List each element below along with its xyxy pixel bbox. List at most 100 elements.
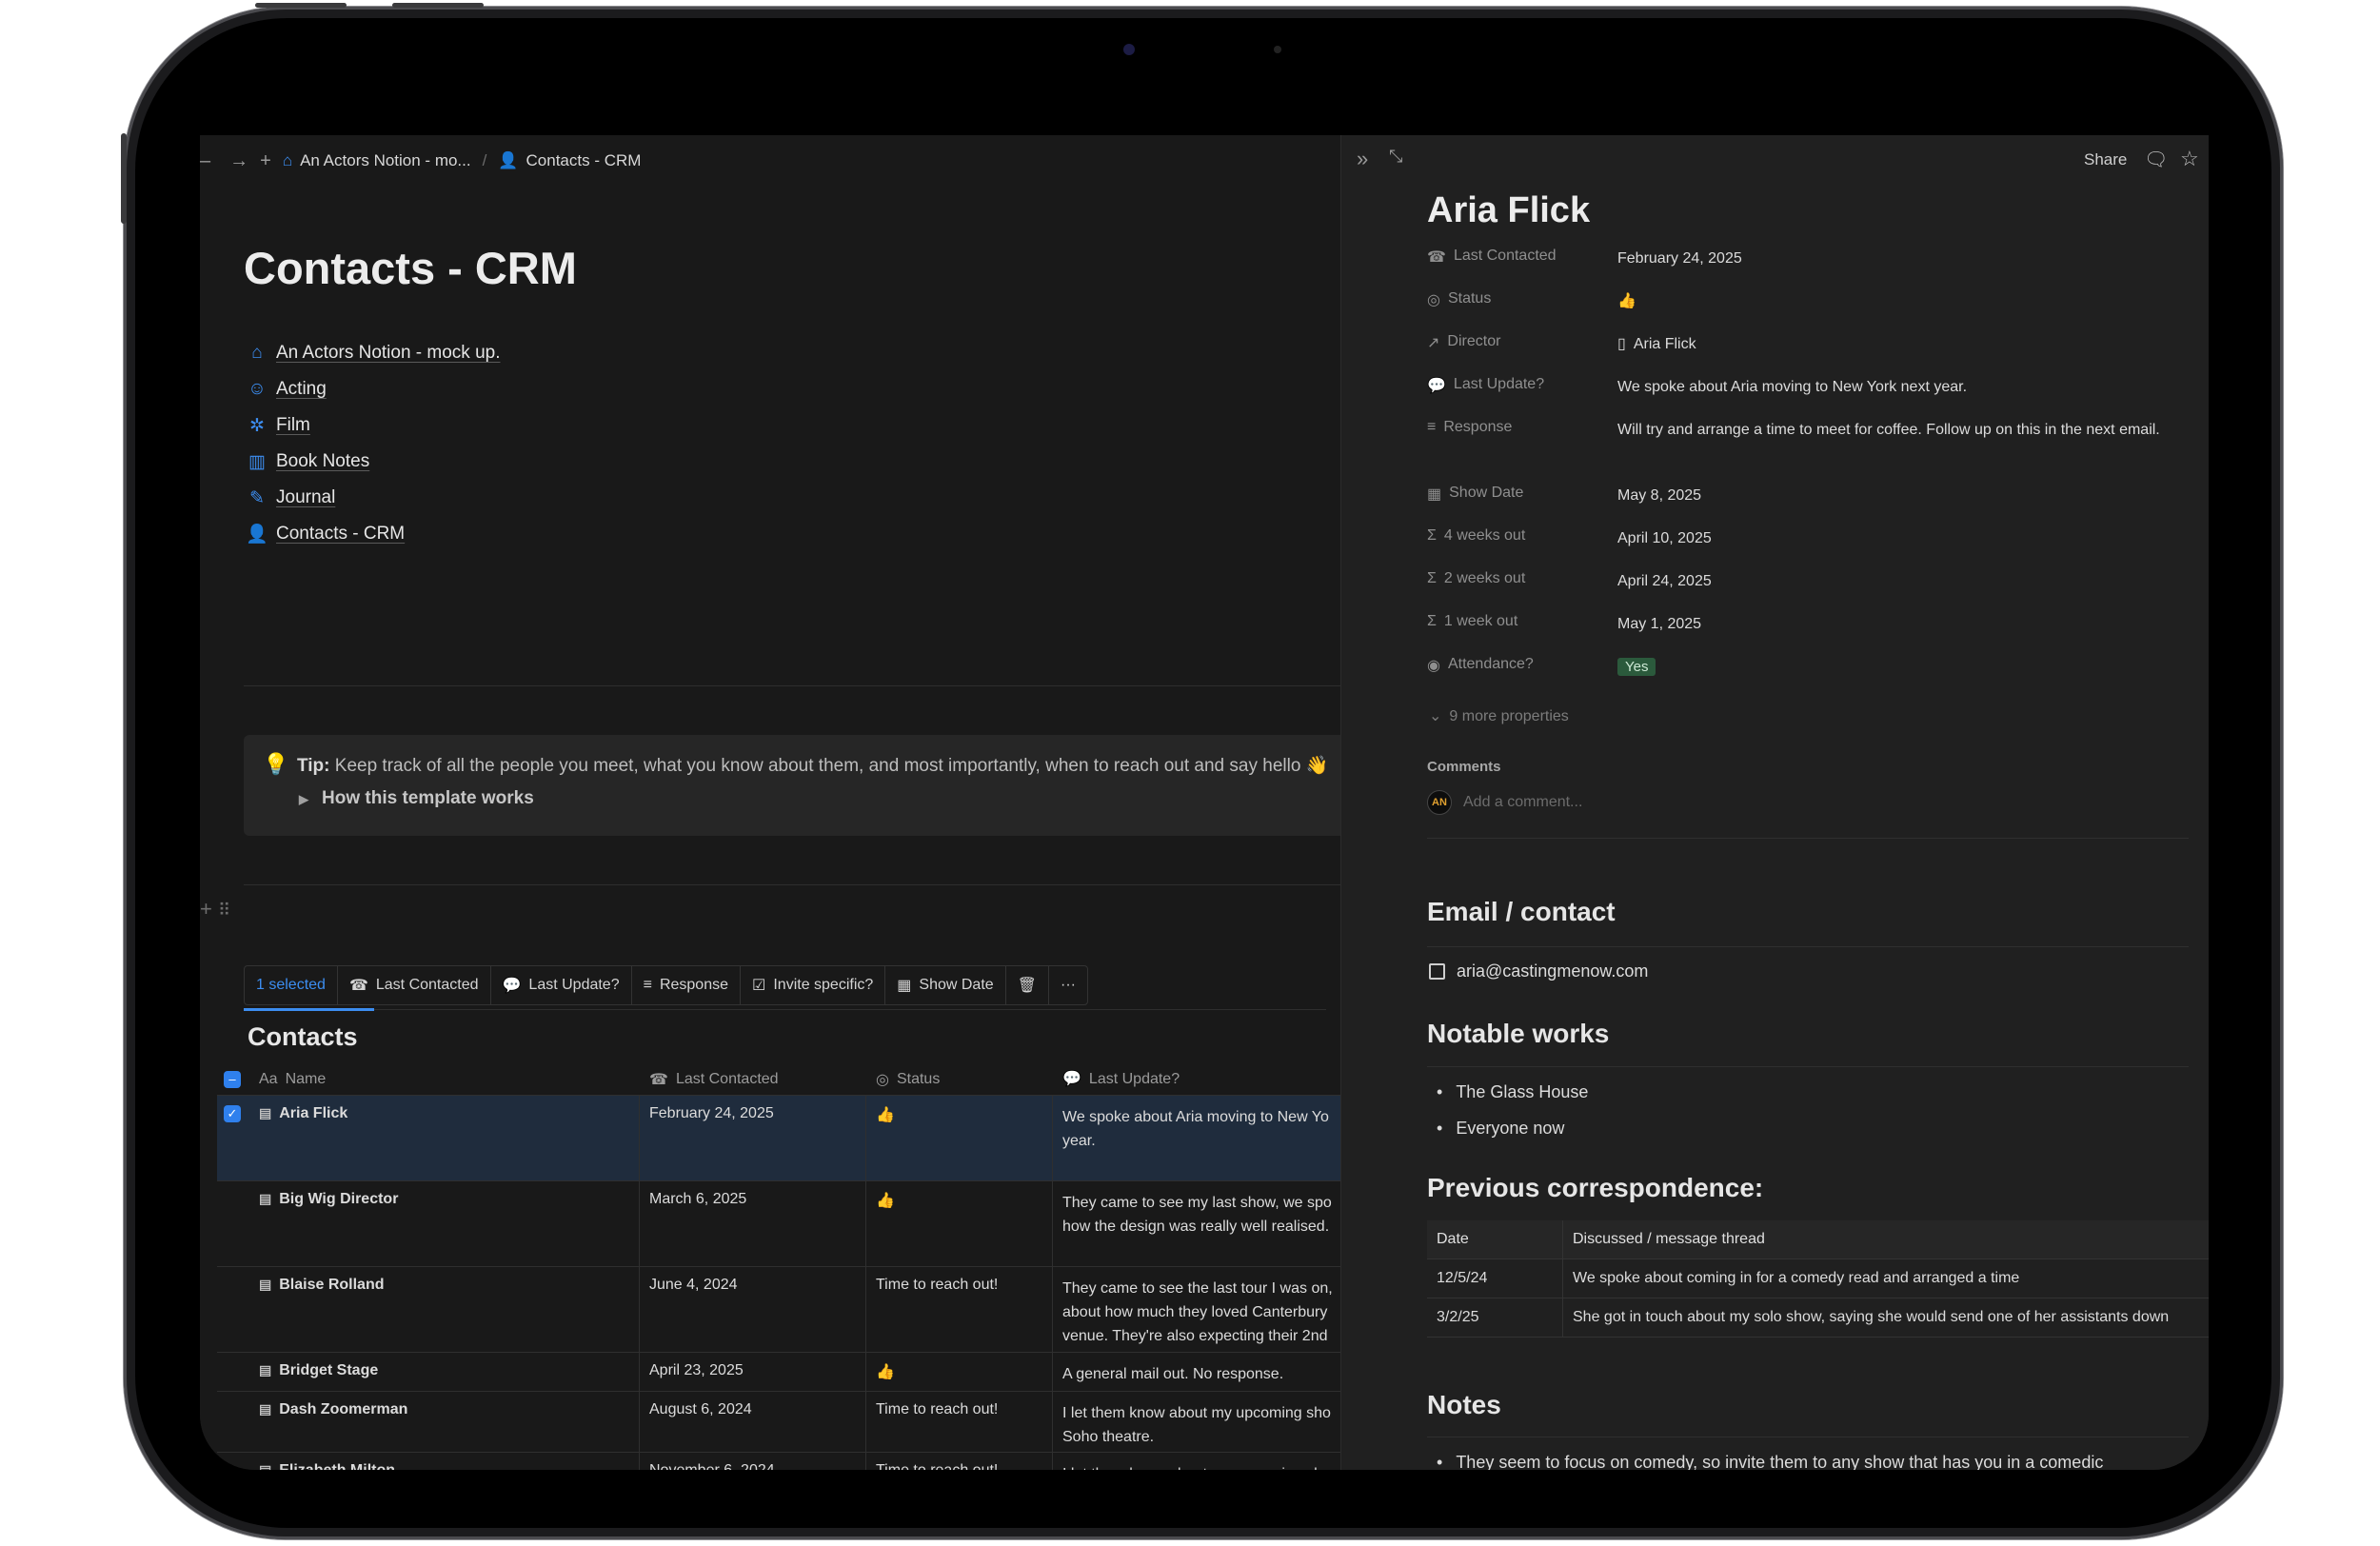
prop-show-date[interactable]: ▦ Show Date May 8, 2025	[1427, 481, 2189, 524]
prop-attendance[interactable]: ◉ Attendance? Yes	[1427, 652, 2189, 695]
email-todo[interactable]: aria@castingmenow.com	[1429, 961, 1648, 981]
cell-status[interactable]: Time to reach out!	[866, 1453, 1053, 1470]
link-home[interactable]: ⌂ An Actors Notion - mock up.	[246, 335, 500, 371]
cell-status[interactable]: 👍	[866, 1181, 1053, 1266]
prop-1-week-out[interactable]: Σ 1 week out May 1, 2025	[1427, 609, 2189, 652]
database-title[interactable]: Contacts	[248, 1022, 358, 1051]
link-acting[interactable]: ☺ Acting	[246, 371, 501, 407]
toolbar-last-update[interactable]: 💬 Last Update?	[491, 966, 632, 1004]
template-toggle[interactable]: ▶ How this template works	[299, 788, 534, 809]
block-controls[interactable]: + ⠿	[200, 897, 231, 921]
prop-key-label: 2 weeks out	[1443, 570, 1526, 586]
cell-date[interactable]: February 24, 2025	[640, 1096, 866, 1180]
breadcrumb-page[interactable]: 👤 Contacts - CRM	[498, 151, 641, 170]
toolbar-last-contacted[interactable]: ☎ Last Contacted	[338, 966, 491, 1004]
comment-input[interactable]: Add a comment...	[1463, 794, 1583, 810]
col-last-update[interactable]: 💬 Last Update?	[1053, 1067, 1340, 1091]
chat-icon: 💬	[1062, 1071, 1081, 1087]
prop-status[interactable]: ◎ Status 👍	[1427, 287, 2189, 329]
forward-icon[interactable]: →	[229, 149, 249, 171]
cell-status[interactable]: 👍	[866, 1096, 1053, 1180]
cell-status[interactable]: Time to reach out!	[866, 1267, 1053, 1352]
toolbar-more[interactable]: ···	[1060, 977, 1076, 993]
cell-update[interactable]: We spoke about Aria moving to New Yo year…	[1053, 1096, 1340, 1180]
drag-handle-icon[interactable]: ⠿	[217, 901, 231, 920]
comment-icon[interactable]: 🗨	[2144, 149, 2169, 170]
table-row[interactable]: ▤ Blaise Rolland June 4, 2024 Time to rea…	[217, 1267, 1340, 1353]
cell-update[interactable]: They came to see the last tour I was on,…	[1053, 1267, 1340, 1352]
close-peek-icon[interactable]: »	[1357, 147, 1369, 170]
row-checkbox[interactable]	[217, 1453, 248, 1470]
document-icon: ▯	[1617, 336, 1626, 352]
prop-last-update[interactable]: 💬 Last Update? We spoke about Aria moving …	[1427, 372, 2189, 415]
link-label: Film	[276, 415, 310, 435]
row-checkbox[interactable]	[217, 1353, 248, 1391]
cell-update[interactable]: I let them know about my upcoming sho Soh…	[1053, 1392, 1340, 1452]
table-row[interactable]: ✓ ▤ Aria Flick February 24, 2025 👍 We spo…	[217, 1096, 1340, 1181]
prop-key-label: Response	[1443, 419, 1513, 435]
cell-date[interactable]: June 4, 2024	[640, 1267, 866, 1352]
selected-count[interactable]: 1 selected	[245, 966, 338, 1004]
toolbar-response[interactable]: ≡ Response	[632, 966, 741, 1004]
toolbar-invite[interactable]: ☑ Invite specific?	[741, 966, 886, 1004]
prop-director[interactable]: ↗ Director ▯ Aria Flick	[1427, 329, 2189, 372]
link-journal[interactable]: ✎ Journal	[246, 480, 501, 516]
share-button[interactable]: Share	[2084, 150, 2128, 168]
table-row[interactable]: ▤ Elizabeth Milton November 6, 2024 Time …	[217, 1453, 1340, 1470]
cell-name[interactable]: ▤ Dash Zoomerman	[248, 1392, 640, 1452]
comments-label: Comments	[1427, 759, 1501, 775]
property-list: ☎ Last Contacted February 24, 2025 ◎ Status…	[1427, 244, 2189, 695]
relation-arrow-icon: ↗	[1427, 335, 1440, 351]
col-last-contacted[interactable]: ☎ Last Contacted	[640, 1070, 866, 1089]
col-status[interactable]: ◎ Status	[866, 1070, 1053, 1089]
link-book-notes[interactable]: ▥ Book Notes	[246, 444, 501, 480]
row-checkbox[interactable]	[217, 1267, 248, 1352]
checkbox[interactable]	[1429, 963, 1445, 980]
cell-name[interactable]: ▤ Big Wig Director	[248, 1181, 640, 1266]
breadcrumb-workspace[interactable]: ⌂ An Actors Notion - mo...	[283, 151, 471, 170]
cell-update[interactable]: A general mail out. No response.	[1053, 1353, 1340, 1391]
document-icon: ▤	[259, 1191, 272, 1206]
table-row[interactable]: 3/2/25 She got in touch about my solo sho…	[1427, 1298, 2209, 1338]
col-name[interactable]: Aa Name	[248, 1071, 640, 1088]
table-row[interactable]: ▤ Dash Zoomerman August 6, 2024 Time to r…	[217, 1392, 1340, 1453]
link-contacts[interactable]: 👤 Contacts - CRM	[246, 516, 501, 552]
prop-4-weeks-out[interactable]: Σ 4 weeks out April 10, 2025	[1427, 524, 2189, 566]
back-icon[interactable]: –	[200, 149, 211, 171]
select-all-checkbox[interactable]: –	[217, 1070, 248, 1088]
table-row[interactable]: ▤ Big Wig Director March 6, 2025 👍 They c…	[217, 1181, 1340, 1267]
prop-response[interactable]: ≡ Response Will try and arrange a time to …	[1427, 415, 2189, 481]
tip-body: Keep track of all the people you meet, w…	[334, 756, 1329, 776]
list-item: They seem to focus on comedy, so invite …	[1437, 1453, 2103, 1470]
row-checkbox[interactable]	[217, 1392, 248, 1452]
table-row[interactable]: 12/5/24 We spoke about coming in for a co…	[1427, 1259, 2209, 1298]
cell-update[interactable]: They came to see my last show, we spo how…	[1053, 1181, 1340, 1266]
cell-date[interactable]: March 6, 2025	[640, 1181, 866, 1266]
star-icon[interactable]: ☆	[2180, 147, 2199, 170]
cell-date[interactable]: April 23, 2025	[640, 1353, 866, 1391]
text-type-icon: Aa	[259, 1070, 278, 1087]
cell-name[interactable]: ▤ Blaise Rolland	[248, 1267, 640, 1352]
row-checkbox[interactable]: ✓	[217, 1096, 248, 1180]
toolbar-show-date[interactable]: ▦ Show Date	[885, 966, 1006, 1004]
cell-name[interactable]: ▤ Aria Flick	[248, 1096, 640, 1180]
cell-date[interactable]: November 6, 2024	[640, 1453, 866, 1470]
expand-icon[interactable]: ⤡	[1389, 147, 1403, 166]
cell-status[interactable]: Time to reach out!	[866, 1392, 1053, 1452]
record-title[interactable]: Aria Flick	[1427, 190, 1591, 230]
cell-name[interactable]: ▤ Bridget Stage	[248, 1353, 640, 1391]
cell-name[interactable]: ▤ Elizabeth Milton	[248, 1453, 640, 1470]
add-comment[interactable]: AN Add a comment...	[1427, 790, 1582, 815]
cell-update[interactable]: I let them know about my upcoming sho	[1053, 1453, 1340, 1470]
table-row[interactable]: ▤ Bridget Stage April 23, 2025 👍 A genera…	[217, 1353, 1340, 1392]
link-film[interactable]: ✲ Film	[246, 407, 501, 444]
add-icon[interactable]: +	[260, 149, 271, 171]
more-properties-toggle[interactable]: ⌄ 9 more properties	[1429, 706, 1569, 725]
toolbar-delete[interactable]: 🗑	[1006, 966, 1049, 1004]
prop-value: Yes	[1617, 652, 1656, 695]
cell-status[interactable]: 👍	[866, 1353, 1053, 1391]
prop-2-weeks-out[interactable]: Σ 2 weeks out April 24, 2025	[1427, 566, 2189, 609]
prop-last-contacted[interactable]: ☎ Last Contacted February 24, 2025	[1427, 244, 2189, 287]
cell-date[interactable]: August 6, 2024	[640, 1392, 866, 1452]
row-checkbox[interactable]	[217, 1181, 248, 1266]
